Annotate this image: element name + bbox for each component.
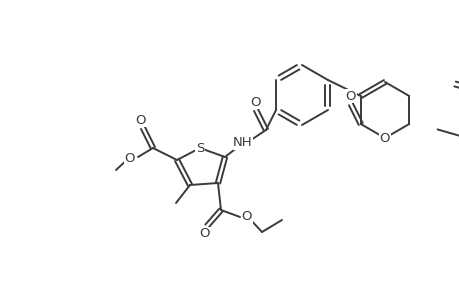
Text: O: O bbox=[250, 95, 261, 109]
Text: O: O bbox=[345, 90, 355, 103]
Text: S: S bbox=[196, 142, 204, 154]
Text: NH: NH bbox=[233, 136, 252, 149]
Text: O: O bbox=[199, 227, 210, 241]
Text: O: O bbox=[124, 152, 135, 164]
Text: O: O bbox=[135, 113, 146, 127]
Text: O: O bbox=[241, 211, 252, 224]
Text: O: O bbox=[379, 131, 389, 145]
